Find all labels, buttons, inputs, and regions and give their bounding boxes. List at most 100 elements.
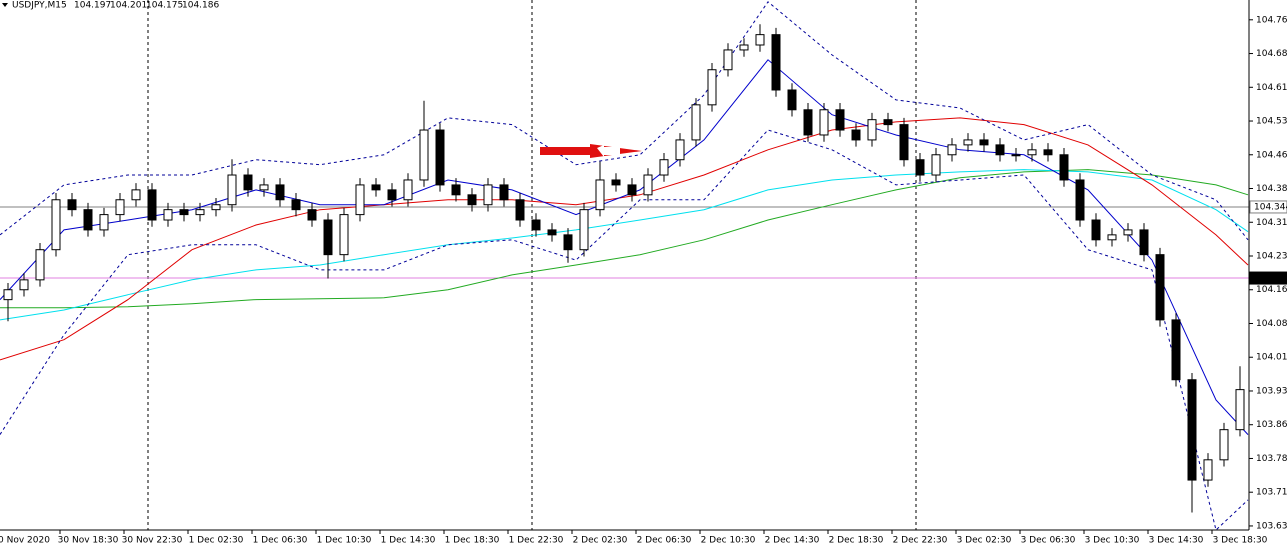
candle-body — [611, 179, 621, 186]
candle-body — [787, 89, 797, 111]
x-tick-label: 30 Nov 22:30 — [122, 536, 183, 546]
candle-body — [435, 129, 445, 186]
candle-body — [451, 184, 461, 196]
candle-body — [659, 159, 669, 176]
candle-body — [243, 174, 253, 191]
candle-body — [643, 174, 653, 196]
candle-body — [723, 49, 733, 71]
candle-body — [403, 179, 413, 201]
candle-body — [163, 209, 173, 221]
x-tick-label: 2 Dec 22:30 — [893, 536, 948, 546]
candle-body — [35, 249, 45, 281]
candle-body — [963, 139, 973, 146]
candle-body — [819, 109, 829, 136]
candle-body — [1187, 379, 1197, 481]
candle-body — [307, 209, 317, 221]
y-tick-label: 103.635 — [1256, 521, 1287, 531]
y-tick-label: 103.785 — [1256, 454, 1287, 464]
x-tick-label: 2 Dec 14:30 — [765, 536, 820, 546]
price-label-box — [1249, 271, 1287, 285]
candle-body — [19, 279, 29, 291]
y-tick-label: 103.710 — [1256, 488, 1287, 498]
candle-body — [195, 209, 205, 216]
x-tick-label: 3 Dec 10:30 — [1085, 536, 1140, 546]
candle-body — [851, 129, 861, 141]
candle-body — [99, 214, 109, 231]
candle-body — [1043, 149, 1053, 156]
x-tick-label: 2 Dec 18:30 — [829, 536, 884, 546]
candle-body — [1027, 149, 1037, 156]
menu-triangle[interactable] — [2, 3, 8, 7]
candle-body — [899, 124, 909, 161]
x-tick-label: 1 Dec 14:30 — [381, 536, 436, 546]
candle-body — [947, 144, 957, 156]
candle-body — [1091, 219, 1101, 241]
candle-body — [371, 184, 381, 191]
x-tick-label: 1 Dec 18:30 — [445, 536, 500, 546]
candle-body — [419, 129, 429, 181]
x-tick-label: 2 Dec 10:30 — [701, 536, 756, 546]
candle-body — [995, 144, 1005, 156]
y-tick-label: 104.535 — [1256, 117, 1287, 127]
candle-body — [211, 204, 221, 211]
x-tick-label: 30 Nov 18:30 — [58, 536, 119, 546]
x-tick-label: 1 Dec 22:30 — [509, 536, 564, 546]
quote-value: 104.186 — [182, 1, 219, 11]
candle-body — [275, 184, 285, 201]
indicator-line — [0, 129, 1249, 531]
candle-body — [1139, 229, 1149, 256]
candle-body — [515, 199, 525, 221]
candle-body — [979, 139, 989, 146]
y-tick-label: 104.010 — [1256, 353, 1287, 363]
y-tick-label: 103.860 — [1256, 420, 1287, 430]
candle-body — [339, 214, 349, 256]
candle-body — [1059, 154, 1069, 181]
x-tick-label: 2 Dec 06:30 — [637, 536, 692, 546]
y-tick-label: 104.460 — [1256, 150, 1287, 160]
symbol: USDJPY,M15 — [12, 1, 67, 11]
candle-body — [1171, 319, 1181, 381]
candle-body — [467, 194, 477, 206]
y-tick-label: 104.385 — [1256, 184, 1287, 194]
x-tick-label: 0 Nov 2020 — [0, 536, 50, 546]
candle-body — [3, 289, 13, 301]
annotation-arrow — [540, 144, 642, 158]
y-tick-label: 104.235 — [1256, 252, 1287, 262]
candle-body — [131, 189, 141, 201]
x-tick-label: 3 Dec 06:30 — [1021, 536, 1076, 546]
candle-body — [755, 34, 765, 46]
candle-body — [579, 209, 589, 251]
candle-body — [595, 179, 605, 211]
y-tick-label: 104.310 — [1256, 218, 1287, 228]
indicator-line — [0, 1, 1249, 241]
x-tick-label: 3 Dec 14:30 — [1149, 536, 1204, 546]
candle-body — [675, 139, 685, 161]
candle-body — [1011, 154, 1021, 157]
candle-body — [227, 174, 237, 206]
indicator-line — [0, 117, 1249, 361]
candle-body — [483, 184, 493, 206]
candle-body — [867, 119, 877, 141]
quote-value: 104.175 — [146, 1, 183, 11]
candle-body — [627, 184, 637, 196]
price-label: 104.344 — [1254, 202, 1287, 212]
candle-body — [915, 159, 925, 176]
candle-body — [83, 209, 93, 231]
quote-value: 104.197 — [74, 1, 111, 11]
arrow-highlight — [597, 145, 620, 157]
y-tick-label: 104.160 — [1256, 285, 1287, 295]
x-tick-label: 1 Dec 10:30 — [317, 536, 372, 546]
candle-body — [1203, 459, 1213, 481]
candle-body — [323, 219, 333, 256]
x-tick-label: 1 Dec 06:30 — [253, 536, 308, 546]
candle-body — [1123, 229, 1133, 236]
candle-body — [51, 199, 61, 251]
candle-body — [739, 44, 749, 51]
candle-body — [547, 229, 557, 236]
x-tick-label: 2 Dec 02:30 — [573, 536, 628, 546]
y-tick-label: 104.085 — [1256, 319, 1287, 329]
candle-body — [771, 34, 781, 91]
